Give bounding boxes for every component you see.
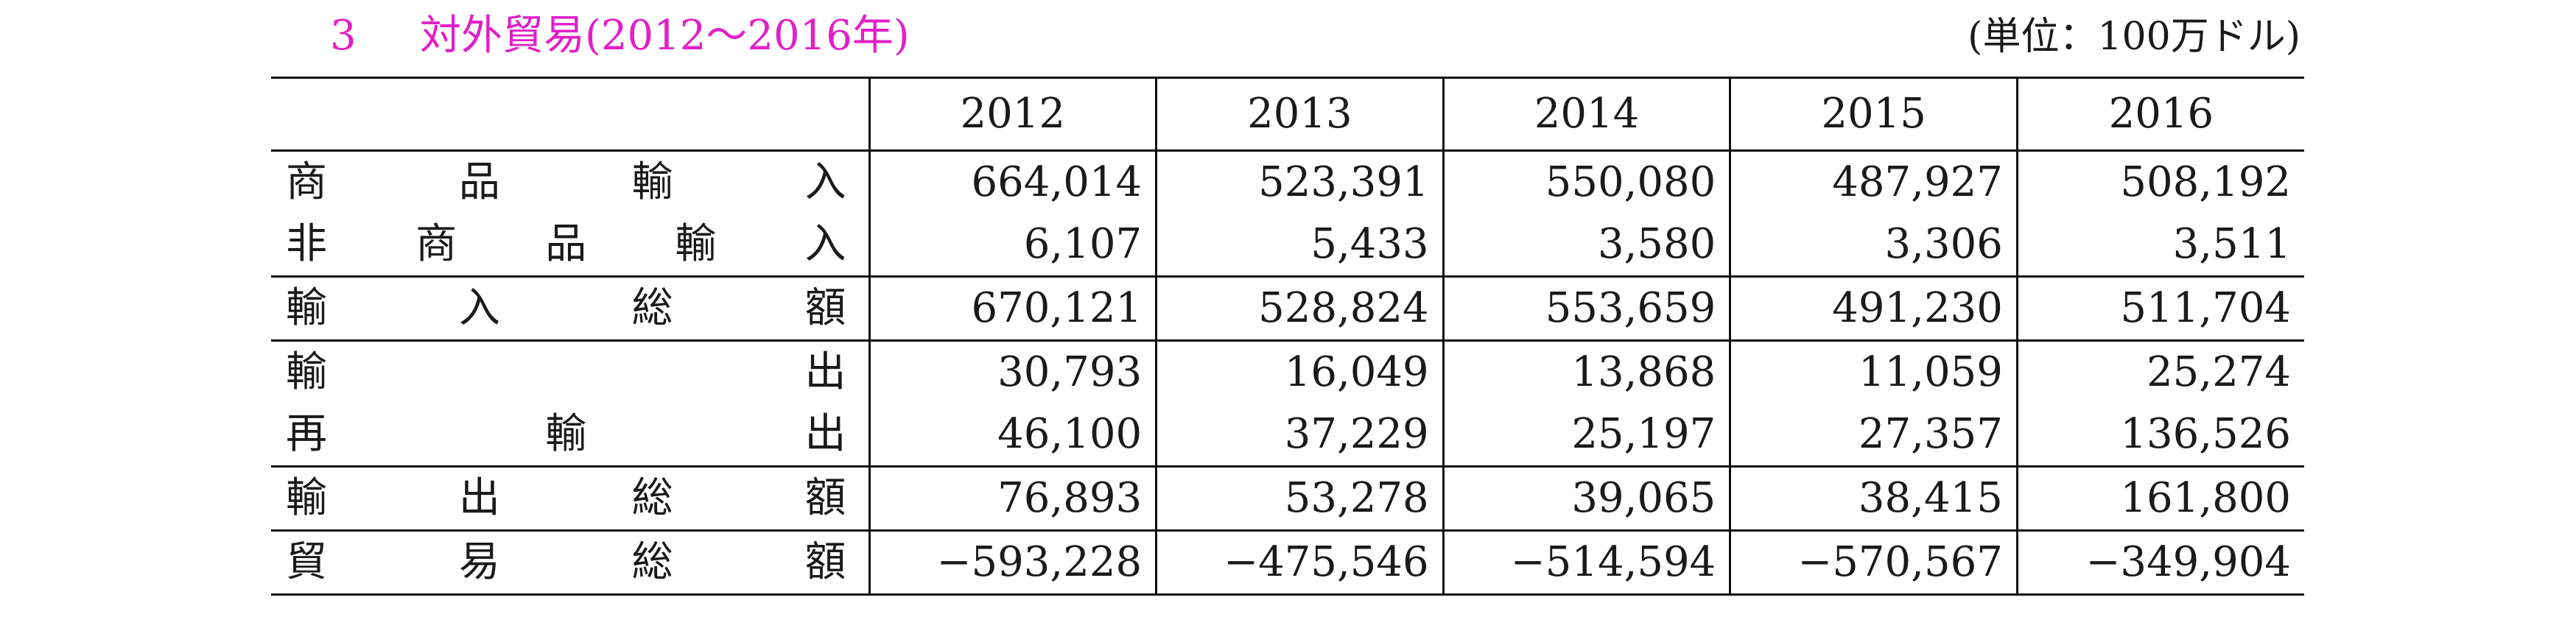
label-char: 品 — [545, 220, 587, 268]
value-cell: −570,567 — [1729, 529, 2018, 596]
row-label: 商 品 輸 入 — [271, 151, 869, 214]
label-char: 貿 — [286, 538, 327, 586]
label-char: 総 — [631, 538, 673, 586]
label-char: 総 — [631, 284, 673, 332]
value-cell: 37,229 — [1155, 403, 1444, 467]
year-header: 2015 — [1729, 77, 2018, 152]
label-char: 額 — [804, 538, 846, 586]
value-cell: 46,100 — [868, 403, 1157, 467]
value-cell: 5,433 — [1155, 214, 1444, 277]
value-cell: 511,704 — [2015, 275, 2304, 341]
label-char: 輸 — [286, 348, 327, 396]
value-cell: 553,659 — [1442, 275, 1730, 341]
value-cell: 3,306 — [1729, 214, 2018, 277]
row-label: 貿 易 総 額 — [271, 529, 869, 596]
value-cell: 3,511 — [2015, 214, 2304, 277]
label-char: 総 — [631, 474, 673, 522]
label-char: 易 — [458, 538, 500, 586]
label-char: 輸 — [631, 158, 673, 206]
row-label: 再 輸 出 — [271, 403, 869, 467]
value-cell: −475,546 — [1155, 529, 1444, 596]
value-cell: 13,868 — [1442, 339, 1730, 403]
label-char: 出 — [458, 474, 500, 522]
value-cell: 6,107 — [868, 214, 1157, 277]
value-cell: 30,793 — [868, 339, 1157, 403]
table-title-text: 対外貿易(2012～2016年) — [420, 12, 910, 60]
table-row: 輸 入 総 額 670,121 528,824 553,659 491,230 … — [271, 275, 2304, 341]
row-label: 輸 出 総 額 — [271, 465, 869, 531]
value-cell: 3,580 — [1442, 214, 1730, 277]
label-char: 額 — [804, 284, 846, 332]
row-label: 非 商 品 輸 入 — [271, 214, 869, 277]
value-cell: 25,274 — [2015, 339, 2304, 403]
value-cell: 76,893 — [868, 465, 1157, 531]
year-header: 2012 — [868, 77, 1157, 152]
value-cell: 27,357 — [1729, 403, 2018, 467]
value-cell: 487,927 — [1729, 150, 2018, 214]
year-header: 2014 — [1442, 77, 1730, 152]
year-header: 2013 — [1155, 77, 1444, 152]
value-cell: 16,049 — [1155, 339, 1444, 403]
value-cell: 11,059 — [1729, 339, 2018, 403]
label-char: 入 — [804, 158, 846, 206]
label-char: 入 — [804, 220, 846, 268]
value-cell: 53,278 — [1155, 465, 1444, 531]
trade-table: 2012 2013 2014 2015 2016 商 品 輸 入 664,014… — [271, 77, 2304, 596]
year-header: 2016 — [2015, 77, 2304, 152]
header-corner — [271, 77, 869, 152]
row-label: 輸 出 — [271, 339, 869, 403]
table-row: 輸 出 総 額 76,893 53,278 39,065 38,415 161,… — [271, 465, 2304, 531]
value-cell: 136,526 — [2015, 403, 2304, 467]
value-cell: −593,228 — [868, 529, 1157, 596]
table-row: 再 輸 出 46,100 37,229 25,197 27,357 136,52… — [271, 403, 2304, 467]
table-title: 3 対外貿易(2012～2016年) — [330, 10, 910, 62]
value-cell: 25,197 — [1442, 403, 1730, 467]
label-char: 入 — [458, 284, 500, 332]
value-cell: 161,800 — [2015, 465, 2304, 531]
table-row: 輸 出 30,793 16,049 13,868 11,059 25,274 — [271, 339, 2304, 403]
header-row: 2012 2013 2014 2015 2016 — [271, 77, 2304, 152]
value-cell: 523,391 — [1155, 150, 1444, 214]
label-char: 輸 — [545, 410, 587, 458]
label-char: 品 — [458, 158, 500, 206]
value-cell: 528,824 — [1155, 275, 1444, 341]
row-label: 輸 入 総 額 — [271, 275, 869, 341]
table-row: 非 商 品 輸 入 6,107 5,433 3,580 3,306 3,511 — [271, 214, 2304, 277]
label-char: 非 — [286, 220, 327, 268]
label-char: 輸 — [675, 220, 717, 268]
value-cell: −349,904 — [2015, 529, 2304, 596]
value-cell: 491,230 — [1729, 275, 2018, 341]
value-cell: 664,014 — [868, 150, 1157, 214]
label-char: 額 — [804, 474, 846, 522]
value-cell: 38,415 — [1729, 465, 2018, 531]
value-cell: −514,594 — [1442, 529, 1730, 596]
label-char: 商 — [415, 220, 457, 268]
label-char: 出 — [804, 348, 846, 396]
unit-label: (単位：100万ドル) — [1968, 15, 2300, 59]
table-row: 商 品 輸 入 664,014 523,391 550,080 487,927 … — [271, 150, 2304, 214]
label-char: 商 — [286, 158, 327, 206]
table-row: 貿 易 総 額 −593,228 −475,546 −514,594 −570,… — [271, 529, 2304, 596]
value-cell: 550,080 — [1442, 150, 1730, 214]
label-char: 再 — [286, 410, 327, 458]
label-char: 輸 — [286, 284, 327, 332]
label-char: 出 — [804, 410, 846, 458]
table-number: 3 — [330, 12, 357, 60]
label-char: 輸 — [286, 474, 327, 522]
value-cell: 39,065 — [1442, 465, 1730, 531]
value-cell: 508,192 — [2015, 150, 2304, 214]
value-cell: 670,121 — [868, 275, 1157, 341]
